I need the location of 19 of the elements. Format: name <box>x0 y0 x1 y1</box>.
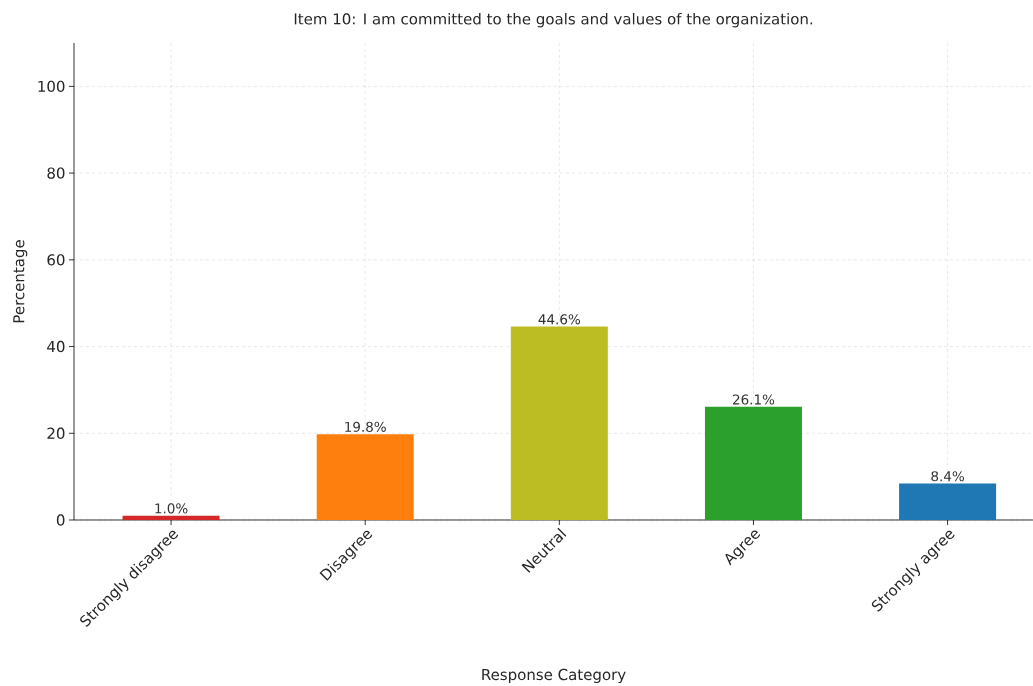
bar <box>316 434 414 520</box>
data-label: 19.8% <box>345 421 386 432</box>
data-label: 44.6% <box>538 314 581 325</box>
bar <box>510 326 608 520</box>
y-tick-label: 40 <box>47 340 65 353</box>
bar <box>122 515 220 520</box>
y-tick-label: 80 <box>47 167 65 179</box>
chart-title: Item 10: I am committed to the goals and values of the organization. <box>294 12 813 28</box>
y-tick-label: 20 <box>47 427 65 439</box>
x-axis-title: Response Category <box>482 668 626 684</box>
data-label: 8.4% <box>931 471 964 482</box>
data-label: 1.0% <box>155 503 188 514</box>
bar <box>899 483 997 520</box>
y-tick-label: 0 <box>56 514 65 526</box>
y-tick-label: 60 <box>47 254 65 266</box>
bar <box>704 406 802 520</box>
data-label: 26.1% <box>733 394 775 405</box>
y-tick-label: 100 <box>38 80 65 93</box>
y-axis-title: Percentage <box>13 240 28 323</box>
